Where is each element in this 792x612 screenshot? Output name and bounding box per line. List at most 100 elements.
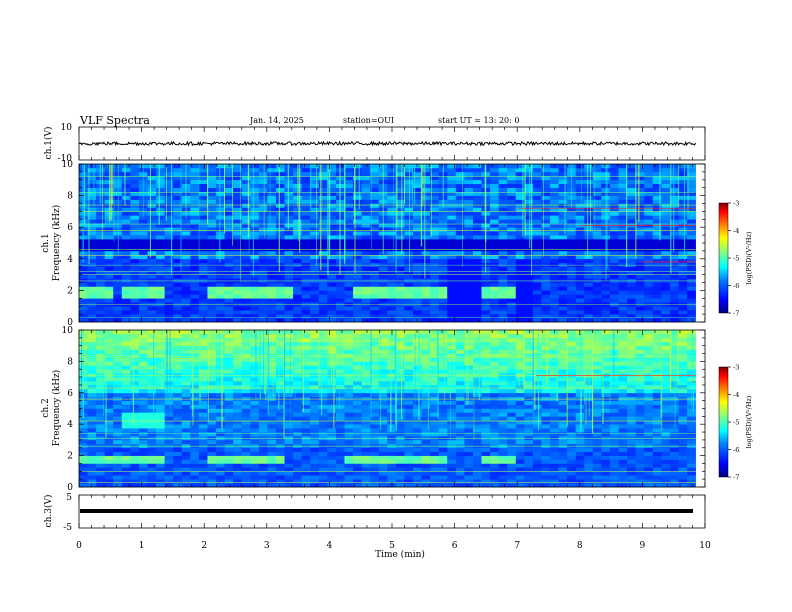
- spectrogram-cell: [644, 294, 654, 299]
- spectrogram-cell: [344, 428, 354, 433]
- spectrogram-cell: [430, 195, 439, 200]
- spectrogram-cell: [387, 258, 397, 264]
- spectrogram-cell: [181, 388, 191, 394]
- spectrogram-cell: [575, 199, 585, 204]
- spectrogram-cell: [447, 215, 457, 220]
- spectrogram-cell: [413, 243, 422, 248]
- spectrogram-cell: [164, 432, 174, 437]
- spectrogram-cell: [395, 369, 405, 374]
- spectrogram-cell: [318, 235, 328, 240]
- spectrogram-cell: [387, 361, 397, 366]
- spectrogram-cell: [370, 428, 380, 433]
- spectrogram-cell: [464, 215, 474, 220]
- spectrogram-cell: [515, 203, 525, 208]
- spectrogram-cell: [207, 420, 217, 425]
- spectrogram-cell: [318, 330, 328, 335]
- spectrogram-cell: [104, 306, 114, 311]
- spectrogram-cell: [275, 207, 285, 212]
- spectrogram-cell: [558, 187, 568, 192]
- spectrogram-cell: [353, 337, 362, 343]
- spectrogram-cell: [87, 463, 97, 468]
- spectrogram-cell: [130, 345, 140, 350]
- spectrogram-cell: [216, 447, 225, 452]
- spectrogram-cell: [241, 207, 251, 212]
- spectrogram-cell: [173, 345, 183, 350]
- spectrogram-cell: [524, 250, 534, 256]
- spectrogram-cell: [438, 428, 448, 433]
- spectrogram-cell: [413, 349, 422, 354]
- spectrogram-cell: [490, 219, 499, 224]
- spectrogram-cell: [652, 167, 662, 173]
- spectrogram-cell: [156, 306, 165, 311]
- spectrogram-cell: [164, 191, 174, 196]
- spectrogram-cell: [455, 231, 465, 236]
- spectrogram-cell: [190, 274, 200, 279]
- spectrogram-cell: [592, 239, 602, 244]
- spectrogram-cell: [498, 258, 508, 264]
- spectrogram-cell: [216, 455, 225, 460]
- spectrogram-cell: [216, 400, 225, 405]
- spectrogram-cell: [430, 203, 439, 208]
- spectrogram-cell: [121, 416, 131, 421]
- spectrogram-cell: [138, 203, 148, 208]
- spectrogram-cell: [370, 235, 380, 240]
- spectrogram-cell: [267, 187, 277, 192]
- spectrogram-cell: [207, 428, 217, 433]
- spectrogram-cell: [164, 183, 174, 188]
- spectrogram-cell: [241, 266, 251, 271]
- spectrogram-cell: [455, 314, 465, 319]
- spectrogram-cell: [644, 250, 654, 256]
- spectrogram-cell: [121, 294, 131, 299]
- spectrogram-cell: [96, 416, 105, 421]
- spectrogram-cell: [558, 274, 568, 279]
- spectrogram-cell: [430, 175, 439, 181]
- spectrogram-cell: [190, 377, 200, 382]
- spectrogram-cell: [344, 455, 354, 460]
- spectrogram-cell: [147, 467, 157, 472]
- spectrogram-cell: [344, 471, 354, 476]
- ch1-colorbar: [718, 202, 729, 314]
- spectrogram-cell: [181, 310, 191, 315]
- spectrogram-cell: [113, 333, 123, 339]
- spectrogram-cell: [233, 330, 243, 335]
- spectrogram-cell: [438, 369, 448, 374]
- spectrogram-cell: [181, 333, 191, 339]
- spectrogram-cell: [327, 235, 337, 240]
- spectrogram-cell: [541, 195, 551, 200]
- spectrogram-cell: [310, 388, 320, 394]
- spectrogram-cell: [310, 447, 320, 452]
- spectrogram-cell: [507, 211, 517, 216]
- spectrogram-cell: [164, 235, 174, 240]
- spectrogram-cell: [575, 231, 585, 236]
- spectrogram-cell: [156, 377, 165, 382]
- spectrogram-cell: [121, 183, 131, 188]
- spectrogram-cell: [147, 207, 157, 212]
- spectrogram-cell: [661, 254, 671, 260]
- spectrogram-cell: [353, 266, 362, 271]
- spectrogram-cell: [507, 310, 517, 315]
- spectrogram-cell: [361, 420, 371, 425]
- spectrogram-cell: [395, 392, 405, 398]
- spectrogram-cell: [250, 164, 260, 169]
- spectrogram-cell: [404, 239, 414, 244]
- spectrogram-cell: [96, 250, 105, 256]
- spectrogram-cell: [361, 412, 371, 417]
- spectrogram-cell: [644, 227, 654, 232]
- spectrogram-cell: [592, 254, 602, 260]
- spectrogram-cell: [455, 294, 465, 299]
- spectrogram-cell: [130, 416, 140, 421]
- spectrogram-cell: [370, 199, 380, 204]
- spectrogram-cell: [413, 412, 422, 417]
- spectrogram-cell: [318, 314, 328, 319]
- spectrogram-cell: [413, 455, 422, 460]
- spectrogram-cell: [164, 219, 174, 224]
- spectrogram-cell: [130, 286, 140, 291]
- spectrogram-cell: [387, 211, 397, 216]
- spectrogram-cell: [575, 274, 585, 279]
- spectrogram-cell: [207, 211, 217, 216]
- spectrogram-cell: [361, 207, 371, 212]
- spectrogram-cell: [532, 274, 542, 279]
- spectrogram-cell: [258, 290, 268, 295]
- spectrogram-cell: [284, 199, 294, 204]
- spectrogram-cell: [216, 384, 225, 390]
